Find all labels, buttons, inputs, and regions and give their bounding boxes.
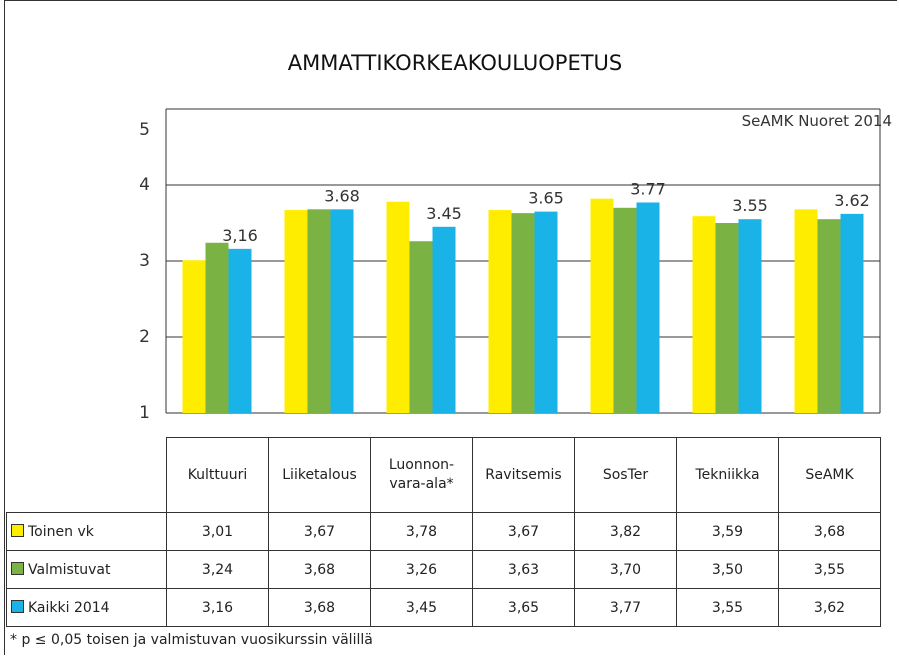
category-label: Tekniikka	[695, 466, 760, 483]
table-cell: 3,45	[370, 588, 473, 627]
table-cell: 3,01	[166, 512, 269, 551]
table-cell: 3,24	[166, 550, 269, 589]
legend-label: Toinen vk	[28, 523, 94, 540]
data-label: 3.77	[630, 179, 666, 198]
table-cell: 3,77	[574, 588, 677, 627]
header-cell: SeAMK	[778, 437, 881, 513]
table-cell: 3,67	[472, 512, 575, 551]
table-cell: 3,55	[778, 550, 881, 589]
y-tick-label: 3	[139, 251, 150, 271]
table-cell: 3,68	[268, 550, 371, 589]
bar	[307, 209, 331, 413]
footnote: * p ≤ 0,05 toisen ja valmistuvan vuosiku…	[10, 632, 373, 648]
table-cell: 3,68	[268, 588, 371, 627]
data-label: 3.68	[324, 186, 360, 205]
table-cell: 3,62	[778, 588, 881, 627]
table-cell: 3,26	[370, 550, 473, 589]
legend-label: Valmistuvat	[28, 561, 111, 578]
bar	[590, 198, 614, 413]
table-cell: 3,82	[574, 512, 677, 551]
table-row: Toinen vk 3,01 3,67 3,78 3,67 3,82 3,59 3,68	[6, 512, 881, 551]
legend-swatch	[11, 561, 24, 575]
row-label: Kaikki 2014	[6, 588, 167, 627]
category-label: Liiketalous	[282, 466, 357, 483]
legend-swatch	[11, 599, 24, 613]
bar	[205, 242, 229, 413]
table-cell: 3,67	[268, 512, 371, 551]
data-label: 3.65	[528, 189, 564, 208]
bar	[284, 210, 308, 413]
bar	[613, 207, 637, 413]
header-cell: Luonnon-vara-ala*	[370, 437, 473, 513]
chart-title: AMMATTIKORKEAKOULUOPETUS	[288, 51, 623, 75]
table-cell: 3,16	[166, 588, 269, 627]
category-label: Kulttuuri	[187, 466, 248, 483]
bar	[738, 219, 762, 413]
table-cell: 3,70	[574, 550, 677, 589]
header-cell: Tekniikka	[676, 437, 779, 513]
data-label: 3.62	[834, 191, 870, 210]
legend-label: Kaikki 2014	[28, 599, 110, 616]
bar	[488, 210, 512, 413]
legend-swatch	[11, 523, 24, 537]
category-label: Luonnon-vara-ala*	[388, 457, 455, 492]
bar	[330, 209, 354, 413]
category-label: Ravitsemis	[485, 466, 562, 483]
bar	[794, 209, 818, 413]
bar	[636, 202, 660, 413]
header-cell: Ravitsemis	[472, 437, 575, 513]
chart-subtitle: SeAMK Nuoret 2014	[742, 112, 892, 130]
y-tick-label: 4	[139, 175, 150, 195]
y-tick-label: 5	[139, 120, 150, 140]
row-label: Valmistuvat	[6, 550, 167, 589]
table-row: Kaikki 2014 3,16 3,68 3,45 3,65 3,77 3,55 3,62	[6, 588, 881, 627]
data-table: Kulttuuri Liiketalous Luonnon-vara-ala* Rav…	[6, 437, 881, 627]
bar	[534, 211, 558, 413]
header-row: Kulttuuri Liiketalous Luonnon-vara-ala* Rav…	[7, 437, 881, 513]
bar	[817, 219, 841, 413]
bar	[432, 226, 456, 413]
bar	[511, 213, 535, 413]
data-label: 3.45	[426, 204, 462, 223]
y-tick-label: 2	[139, 327, 150, 347]
header-cell: SosTer	[574, 437, 677, 513]
row-label: Toinen vk	[6, 512, 167, 551]
bar	[715, 223, 739, 413]
table-cell: 3,65	[472, 588, 575, 627]
bar	[692, 216, 716, 413]
category-label: SeAMK	[805, 466, 854, 483]
table-cell: 3,63	[472, 550, 575, 589]
bar	[386, 201, 410, 413]
data-label: 3.55	[732, 196, 768, 215]
data-label: 3,16	[222, 226, 258, 245]
header-cell: Liiketalous	[268, 437, 371, 513]
frame	[4, 0, 897, 655]
empty-cell	[7, 438, 167, 513]
bar	[228, 248, 252, 413]
table-row: Valmistuvat 3,24 3,68 3,26 3,63 3,70 3,50 3,55	[6, 550, 881, 589]
table-cell: 3,78	[370, 512, 473, 551]
bar	[409, 241, 433, 413]
bar	[182, 260, 206, 413]
y-tick-label: 1	[139, 403, 150, 423]
table-cell: 3,59	[676, 512, 779, 551]
table-cell: 3,68	[778, 512, 881, 551]
bar	[840, 213, 864, 413]
table-cell: 3,55	[676, 588, 779, 627]
header-cell: Kulttuuri	[166, 437, 269, 513]
table-cell: 3,50	[676, 550, 779, 589]
chart: AMMATTIKORKEAKOULUOPETUS SeAMK Nuoret 20…	[139, 51, 892, 423]
category-label: SosTer	[602, 466, 649, 483]
